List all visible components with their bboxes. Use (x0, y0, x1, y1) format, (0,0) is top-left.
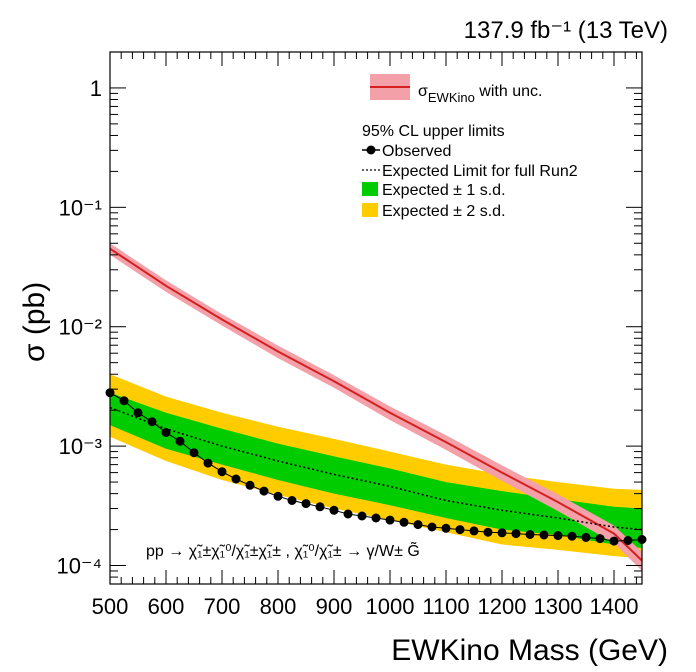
x-tick-label: 1200 (478, 594, 527, 619)
y-tick-label: 10⁻³ (59, 434, 102, 459)
observed-point (119, 396, 129, 406)
x-axis-label: EWKino Mass (GeV) (391, 634, 668, 667)
observed-point (385, 515, 395, 525)
observed-point (147, 417, 157, 427)
legend-theory-label: σEWKino with unc. (418, 83, 542, 105)
x-tick-label: 600 (148, 594, 185, 619)
theory-line (109, 247, 643, 562)
observed-point (273, 491, 283, 501)
x-tick-label: 500 (92, 594, 129, 619)
observed-point (511, 529, 521, 539)
legend: σEWKino with unc. 95% CL upper limits Ob… (362, 74, 578, 220)
x-tick-label: 1000 (366, 594, 415, 619)
plot-area (105, 243, 647, 571)
plot-frame (109, 51, 643, 585)
observed-point (525, 530, 535, 539)
x-axis: 500 600 700 800 900 1000 1100 1200 1300 1400 (92, 52, 639, 619)
observed-point (553, 531, 563, 541)
observed-point (581, 532, 591, 542)
y-tick-label: 10⁻⁴ (56, 554, 102, 579)
theory-curve (109, 243, 643, 571)
observed-point (567, 531, 577, 541)
legend-band2-swatch (362, 203, 378, 217)
process-label: pp → χ̃₁±χ̃₁⁰/χ̃₁±χ̃₁± , χ̃₁⁰/χ̃₁± → γ/W… (146, 540, 420, 560)
observed-point (427, 522, 437, 532)
observed-point (343, 509, 353, 519)
observed-point (329, 505, 339, 515)
y-axis-label: σ (pb) (18, 282, 51, 362)
observed-point (441, 523, 451, 533)
lumi-label: 137.9 fb⁻¹ (13 TeV) (464, 17, 668, 44)
legend-band1-swatch (362, 182, 378, 196)
observed-point (259, 486, 269, 496)
observed-point (301, 499, 311, 509)
observed-point (287, 496, 297, 505)
observed-point (371, 513, 381, 523)
observed-point (497, 528, 507, 538)
observed-point (413, 520, 423, 530)
observed-point (399, 517, 409, 527)
theory-unc-band (110, 243, 642, 571)
expected-1sd-band (110, 392, 642, 549)
legend-observed-label: Observed (382, 143, 451, 160)
x-tick-label: 900 (316, 594, 353, 619)
observed-point (231, 474, 241, 484)
x-tick-label: 700 (204, 594, 241, 619)
observed-point (455, 525, 465, 535)
observed-point (161, 428, 171, 437)
x-tick-label: 1400 (590, 594, 639, 619)
observed-point (595, 534, 605, 544)
observed-points (105, 388, 647, 546)
observed-point (203, 458, 213, 468)
observed-point (133, 408, 143, 418)
observed-point (357, 511, 367, 521)
x-tick-label: 800 (260, 594, 297, 619)
x-tick-label: 1100 (422, 594, 469, 619)
y-tick-label: 10⁻¹ (59, 195, 102, 220)
observed-point (623, 536, 633, 545)
observed-point (609, 536, 619, 546)
legend-cl-title: 95% CL upper limits (362, 123, 505, 140)
legend-band2-label: Expected ± 2 s.d. (382, 203, 506, 220)
observed-point (245, 480, 255, 490)
legend-band1-label: Expected ± 1 s.d. (382, 182, 506, 199)
band1-area (110, 392, 642, 549)
legend-expected-label: Expected Limit for full Run2 (382, 163, 578, 180)
observed-point (469, 526, 479, 536)
y-axis: 1 10⁻¹ 10⁻² 10⁻³ 10⁻⁴ (56, 51, 642, 585)
y-tick-label: 10⁻² (59, 315, 102, 340)
observed-point (189, 448, 199, 458)
x-tick-label: 1300 (534, 594, 583, 619)
observed-point (483, 527, 493, 537)
observed-point (217, 467, 227, 477)
observed-point (175, 436, 185, 446)
observed-point (539, 530, 549, 540)
legend-observed-marker (366, 145, 376, 155)
y-tick-label: 1 (90, 76, 102, 101)
observed-point (315, 502, 325, 512)
